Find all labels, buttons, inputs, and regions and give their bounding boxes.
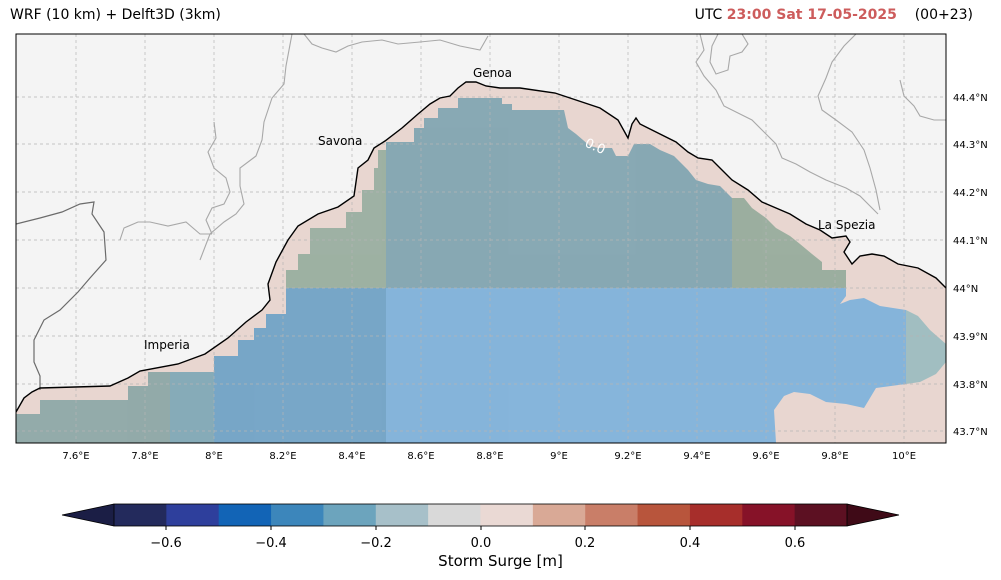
lon-tick-label: 8.8°E — [476, 451, 503, 462]
lon-tick-label: 9.2°E — [614, 451, 641, 462]
colorbar — [61, 503, 900, 527]
lon-tick-label: 9°E — [550, 451, 568, 462]
lon-tick-label: 10°E — [892, 451, 916, 462]
graticule — [16, 34, 946, 443]
latitude-axis: 44.4°N 44.3°N 44.2°N 44.1°N 44°N 43.9°N … — [953, 93, 988, 438]
colorbar-cell — [532, 504, 586, 526]
colorbar-cell — [218, 504, 272, 526]
colorbar-cell — [271, 504, 324, 526]
colorbar-cell — [637, 504, 691, 526]
plot-frame — [15, 33, 947, 444]
colorbar-cell — [166, 504, 220, 526]
forecast-step: (00+23) — [914, 7, 973, 23]
colorbar-cell — [689, 504, 743, 526]
colorbar-tick-label: 0.4 — [680, 536, 701, 551]
colorbar-cell — [794, 504, 848, 526]
regional-borders — [119, 34, 946, 261]
colorbar-tick-label: 0.6 — [785, 536, 806, 551]
lat-tick-label: 44.3°N — [953, 140, 988, 151]
lat-tick-label: 43.9°N — [953, 332, 988, 343]
colorbar-cell — [375, 504, 429, 526]
lon-tick-label: 7.6°E — [62, 451, 89, 462]
lat-tick-label: 44.2°N — [953, 188, 988, 199]
colorbar-ticks: −0.6 −0.4 −0.2 0.0 0.2 0.4 0.6 — [150, 526, 805, 551]
colorbar-cell — [585, 504, 639, 526]
colorbar-cell — [428, 504, 481, 526]
lat-tick-label: 43.7°N — [953, 427, 988, 438]
colorbar-cell — [114, 504, 167, 526]
colorbar-tick-label: −0.2 — [360, 536, 392, 551]
city-label-imperia: Imperia — [144, 338, 190, 352]
city-labels: Genoa Savona Imperia La Spezia — [144, 66, 875, 352]
colorbar-min-extension — [62, 504, 114, 526]
lat-tick-label: 44°N — [953, 284, 978, 295]
surge-cells — [16, 98, 946, 443]
lon-tick-label: 8.2°E — [269, 451, 296, 462]
lon-tick-label: 9.4°E — [683, 451, 710, 462]
forecast-time: 23:00 Sat 17-05-2025 — [726, 7, 897, 23]
colorbar-label: Storm Surge [m] — [438, 552, 563, 570]
lon-tick-label: 9.8°E — [821, 451, 848, 462]
coastline — [16, 81, 946, 413]
lon-tick-label: 8°E — [205, 451, 223, 462]
longitude-axis: 7.6°E 7.8°E 8°E 8.2°E 8.4°E 8.6°E 8.8°E … — [62, 451, 916, 462]
colorbar-max-extension — [847, 504, 899, 526]
lat-tick-label: 43.8°N — [953, 380, 988, 391]
colorbar-tick-label: 0.2 — [575, 536, 596, 551]
city-label-la-spezia: La Spezia — [818, 218, 875, 232]
colorbar-cell — [323, 504, 377, 526]
city-label-savona: Savona — [318, 134, 362, 148]
lon-tick-label: 8.6°E — [407, 451, 434, 462]
lon-tick-label: 9.6°E — [752, 451, 779, 462]
lat-tick-label: 44.4°N — [953, 93, 988, 104]
colorbar-tick-label: −0.6 — [150, 536, 182, 551]
time-label: UTC 23:00 Sat 17-05-2025 (00+23) — [695, 7, 973, 23]
colorbar-cell — [480, 504, 534, 526]
colorbar-cell — [742, 504, 796, 526]
city-label-genoa: Genoa — [473, 66, 512, 80]
lat-tick-label: 44.1°N — [953, 236, 988, 247]
lon-tick-label: 8.4°E — [338, 451, 365, 462]
map-title: WRF (10 km) + Delft3D (3km) — [10, 7, 221, 23]
utc-prefix: UTC — [694, 7, 723, 23]
colorbar-tick-label: −0.4 — [255, 536, 287, 551]
lon-tick-label: 7.8°E — [131, 451, 158, 462]
colorbar-tick-label: 0.0 — [471, 536, 492, 551]
country-border — [16, 201, 107, 390]
